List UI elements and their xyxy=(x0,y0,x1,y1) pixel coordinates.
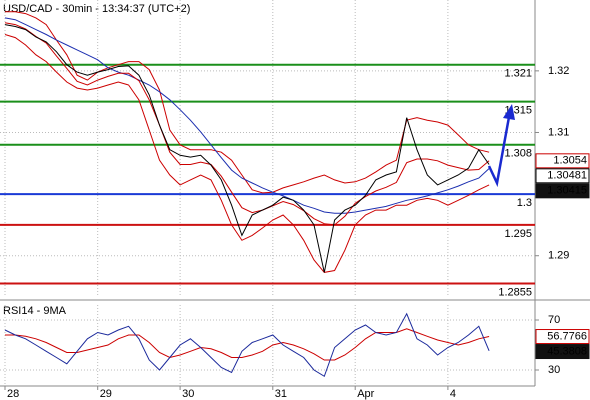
series-line xyxy=(4,17,490,214)
value-label: 1.3054 xyxy=(553,155,587,167)
y-tick-label: 30 xyxy=(548,364,560,376)
x-tick-label: 29 xyxy=(100,388,112,400)
series-line xyxy=(5,11,490,194)
level-label: 1.295 xyxy=(504,228,532,240)
x-tick-label: Apr xyxy=(357,388,374,400)
y-tick-label: 1.32 xyxy=(548,65,569,77)
y-tick-label: 70 xyxy=(548,314,560,326)
series-line xyxy=(4,312,490,378)
value-label: 1.30481 xyxy=(547,170,587,182)
level-label: 1.308 xyxy=(504,148,532,160)
forecast-arrow xyxy=(487,104,515,188)
level-label: 1.2855 xyxy=(498,286,532,298)
value-label: 45.3808 xyxy=(547,345,587,357)
series-line xyxy=(4,34,490,273)
x-tick-label: 30 xyxy=(182,388,194,400)
x-tick-label: 31 xyxy=(275,388,287,400)
value-box xyxy=(535,329,590,345)
level-label: 1.3 xyxy=(517,197,532,209)
level-label: 1.321 xyxy=(504,68,532,80)
value-label: 56.7766 xyxy=(547,330,587,342)
chart-title: USD/CAD - 30min - 13:34:37 (UTC+2) xyxy=(3,3,190,15)
value-box xyxy=(535,153,590,169)
series-line xyxy=(4,22,490,226)
arrow-head xyxy=(503,104,515,120)
panel-title: RSI14 - 9MA xyxy=(3,305,67,317)
value-box xyxy=(535,168,590,184)
value-label: 1.30415 xyxy=(547,185,587,197)
x-tick-label: 4 xyxy=(450,388,456,400)
series-line xyxy=(5,328,490,361)
x-tick-label: 28 xyxy=(7,388,19,400)
arrow-shaft xyxy=(487,116,511,188)
series-line xyxy=(4,24,490,273)
y-tick-label: 1.31 xyxy=(548,126,569,138)
value-box xyxy=(535,183,590,199)
y-tick-label: 1.29 xyxy=(548,250,569,262)
value-box xyxy=(535,344,590,360)
